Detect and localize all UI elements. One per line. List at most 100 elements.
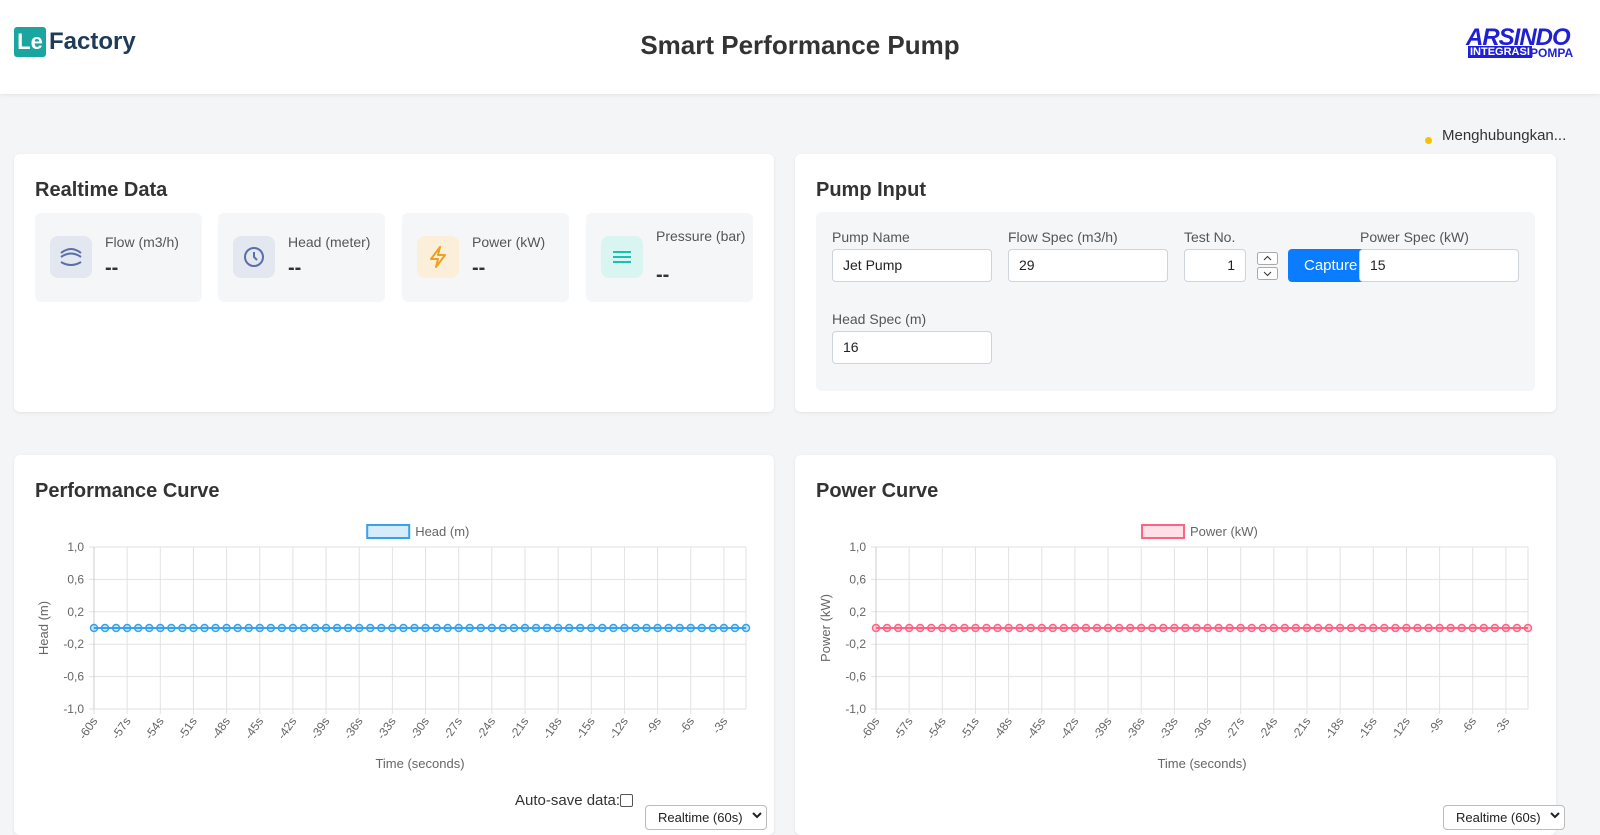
page-title: Smart Performance Pump [640, 30, 960, 60]
data-point [664, 623, 673, 633]
autosave-checkbox[interactable] [620, 794, 633, 807]
field-label: Pump Name [832, 229, 910, 245]
data-point [542, 623, 552, 633]
range-select[interactable]: Realtime (60s) [1443, 805, 1565, 830]
data-point [1269, 623, 1279, 633]
chart-card [795, 455, 1556, 835]
data-point [1070, 623, 1080, 633]
data-point [1468, 623, 1477, 633]
y-tick-label: -1,0 [63, 702, 84, 716]
x-tick-label: -33s [374, 715, 399, 742]
data-point [167, 623, 176, 633]
data-point [200, 623, 209, 633]
tile-label: Head (meter) [288, 234, 371, 250]
tile-value: -- [288, 257, 302, 279]
data-point [1391, 623, 1400, 633]
text-input[interactable]: 29 [1008, 249, 1168, 282]
data-point [156, 623, 165, 633]
data-point [1490, 623, 1500, 633]
data-point [620, 623, 629, 633]
field-label: Test No. [1184, 229, 1236, 245]
data-point [1004, 623, 1013, 633]
data-point [255, 623, 265, 633]
stepper[interactable] [1257, 252, 1278, 281]
data-point [893, 623, 903, 633]
x-tick-label: -54s [924, 715, 949, 742]
x-tick-label: -42s [275, 715, 300, 742]
data-point [564, 623, 574, 633]
data-point [653, 623, 662, 633]
data-point [1203, 623, 1212, 633]
chart-card [14, 455, 774, 835]
x-tick-label: -27s [440, 715, 465, 742]
data-point [1369, 623, 1378, 633]
card-title: Realtime Data [35, 179, 168, 201]
data-point [377, 623, 386, 633]
x-tick-label: -39s [1090, 715, 1115, 742]
icon [50, 236, 92, 278]
data-point [915, 623, 925, 633]
field-label: Power Spec (kW) [1360, 229, 1469, 245]
data-point [1446, 623, 1455, 633]
y-tick-label: 0,2 [849, 605, 866, 619]
data-point [421, 623, 430, 633]
data-point [1170, 623, 1179, 633]
data-point [993, 623, 1002, 633]
x-tick-label: -57s [109, 715, 134, 742]
x-tick-label: -60s [76, 715, 101, 742]
data-point [1280, 623, 1290, 633]
data-point [1092, 623, 1102, 633]
range-select[interactable]: Realtime (60s) [645, 805, 767, 830]
capture-button[interactable]: Capture [1288, 249, 1368, 282]
data-point [1048, 623, 1058, 633]
legend-label: Power (kW) [1190, 524, 1258, 539]
y-tick-label: 1,0 [849, 540, 866, 554]
tile: Head (meter) -- [218, 213, 385, 302]
x-tick-label: -36s [341, 715, 366, 742]
data-point [1258, 623, 1268, 633]
x-tick-label: -3s [709, 715, 730, 737]
tile-value: -- [105, 257, 119, 279]
data-point [1346, 623, 1356, 633]
x-tick-label: -48s [990, 715, 1015, 742]
data-point [1136, 623, 1146, 633]
x-tick-label: -21s [507, 715, 532, 742]
x-axis-title: Time (seconds) [375, 756, 464, 771]
data-point [1302, 623, 1312, 633]
text-input[interactable]: 15 [1359, 249, 1519, 282]
data-point [1081, 623, 1091, 633]
data-point [719, 623, 729, 633]
number-input[interactable]: 1 [1184, 249, 1246, 282]
data-point [1015, 623, 1024, 633]
data-point [882, 623, 892, 633]
x-tick-label: -24s [1255, 715, 1280, 742]
tile-label: Power (kW) [472, 234, 546, 250]
data-point [1148, 623, 1157, 633]
data-point [122, 623, 132, 633]
data-point [277, 623, 287, 633]
data-point [553, 623, 563, 633]
data-point [1424, 623, 1433, 633]
text-input[interactable]: 16 [832, 331, 992, 364]
icon [233, 236, 275, 278]
data-point [321, 623, 331, 633]
data-point [730, 623, 740, 633]
data-point [443, 623, 452, 633]
text-input[interactable]: Jet Pump [832, 249, 992, 282]
data-point [1523, 623, 1533, 633]
data-point [708, 623, 718, 633]
x-tick-label: -15s [573, 715, 598, 742]
card-title: Power Curve [816, 480, 939, 502]
data-point [332, 623, 342, 633]
data-point [1313, 623, 1323, 633]
x-tick-label: -12s [1388, 715, 1413, 742]
data-point [1026, 623, 1035, 633]
x-tick-label: -30s [407, 715, 432, 742]
y-tick-label: 0,2 [67, 605, 84, 619]
y-tick-label: 0,6 [849, 572, 866, 586]
data-point [1159, 623, 1168, 633]
data-point [1214, 623, 1223, 633]
data-point [982, 623, 991, 633]
data-point [288, 623, 298, 633]
data-point [189, 623, 198, 633]
